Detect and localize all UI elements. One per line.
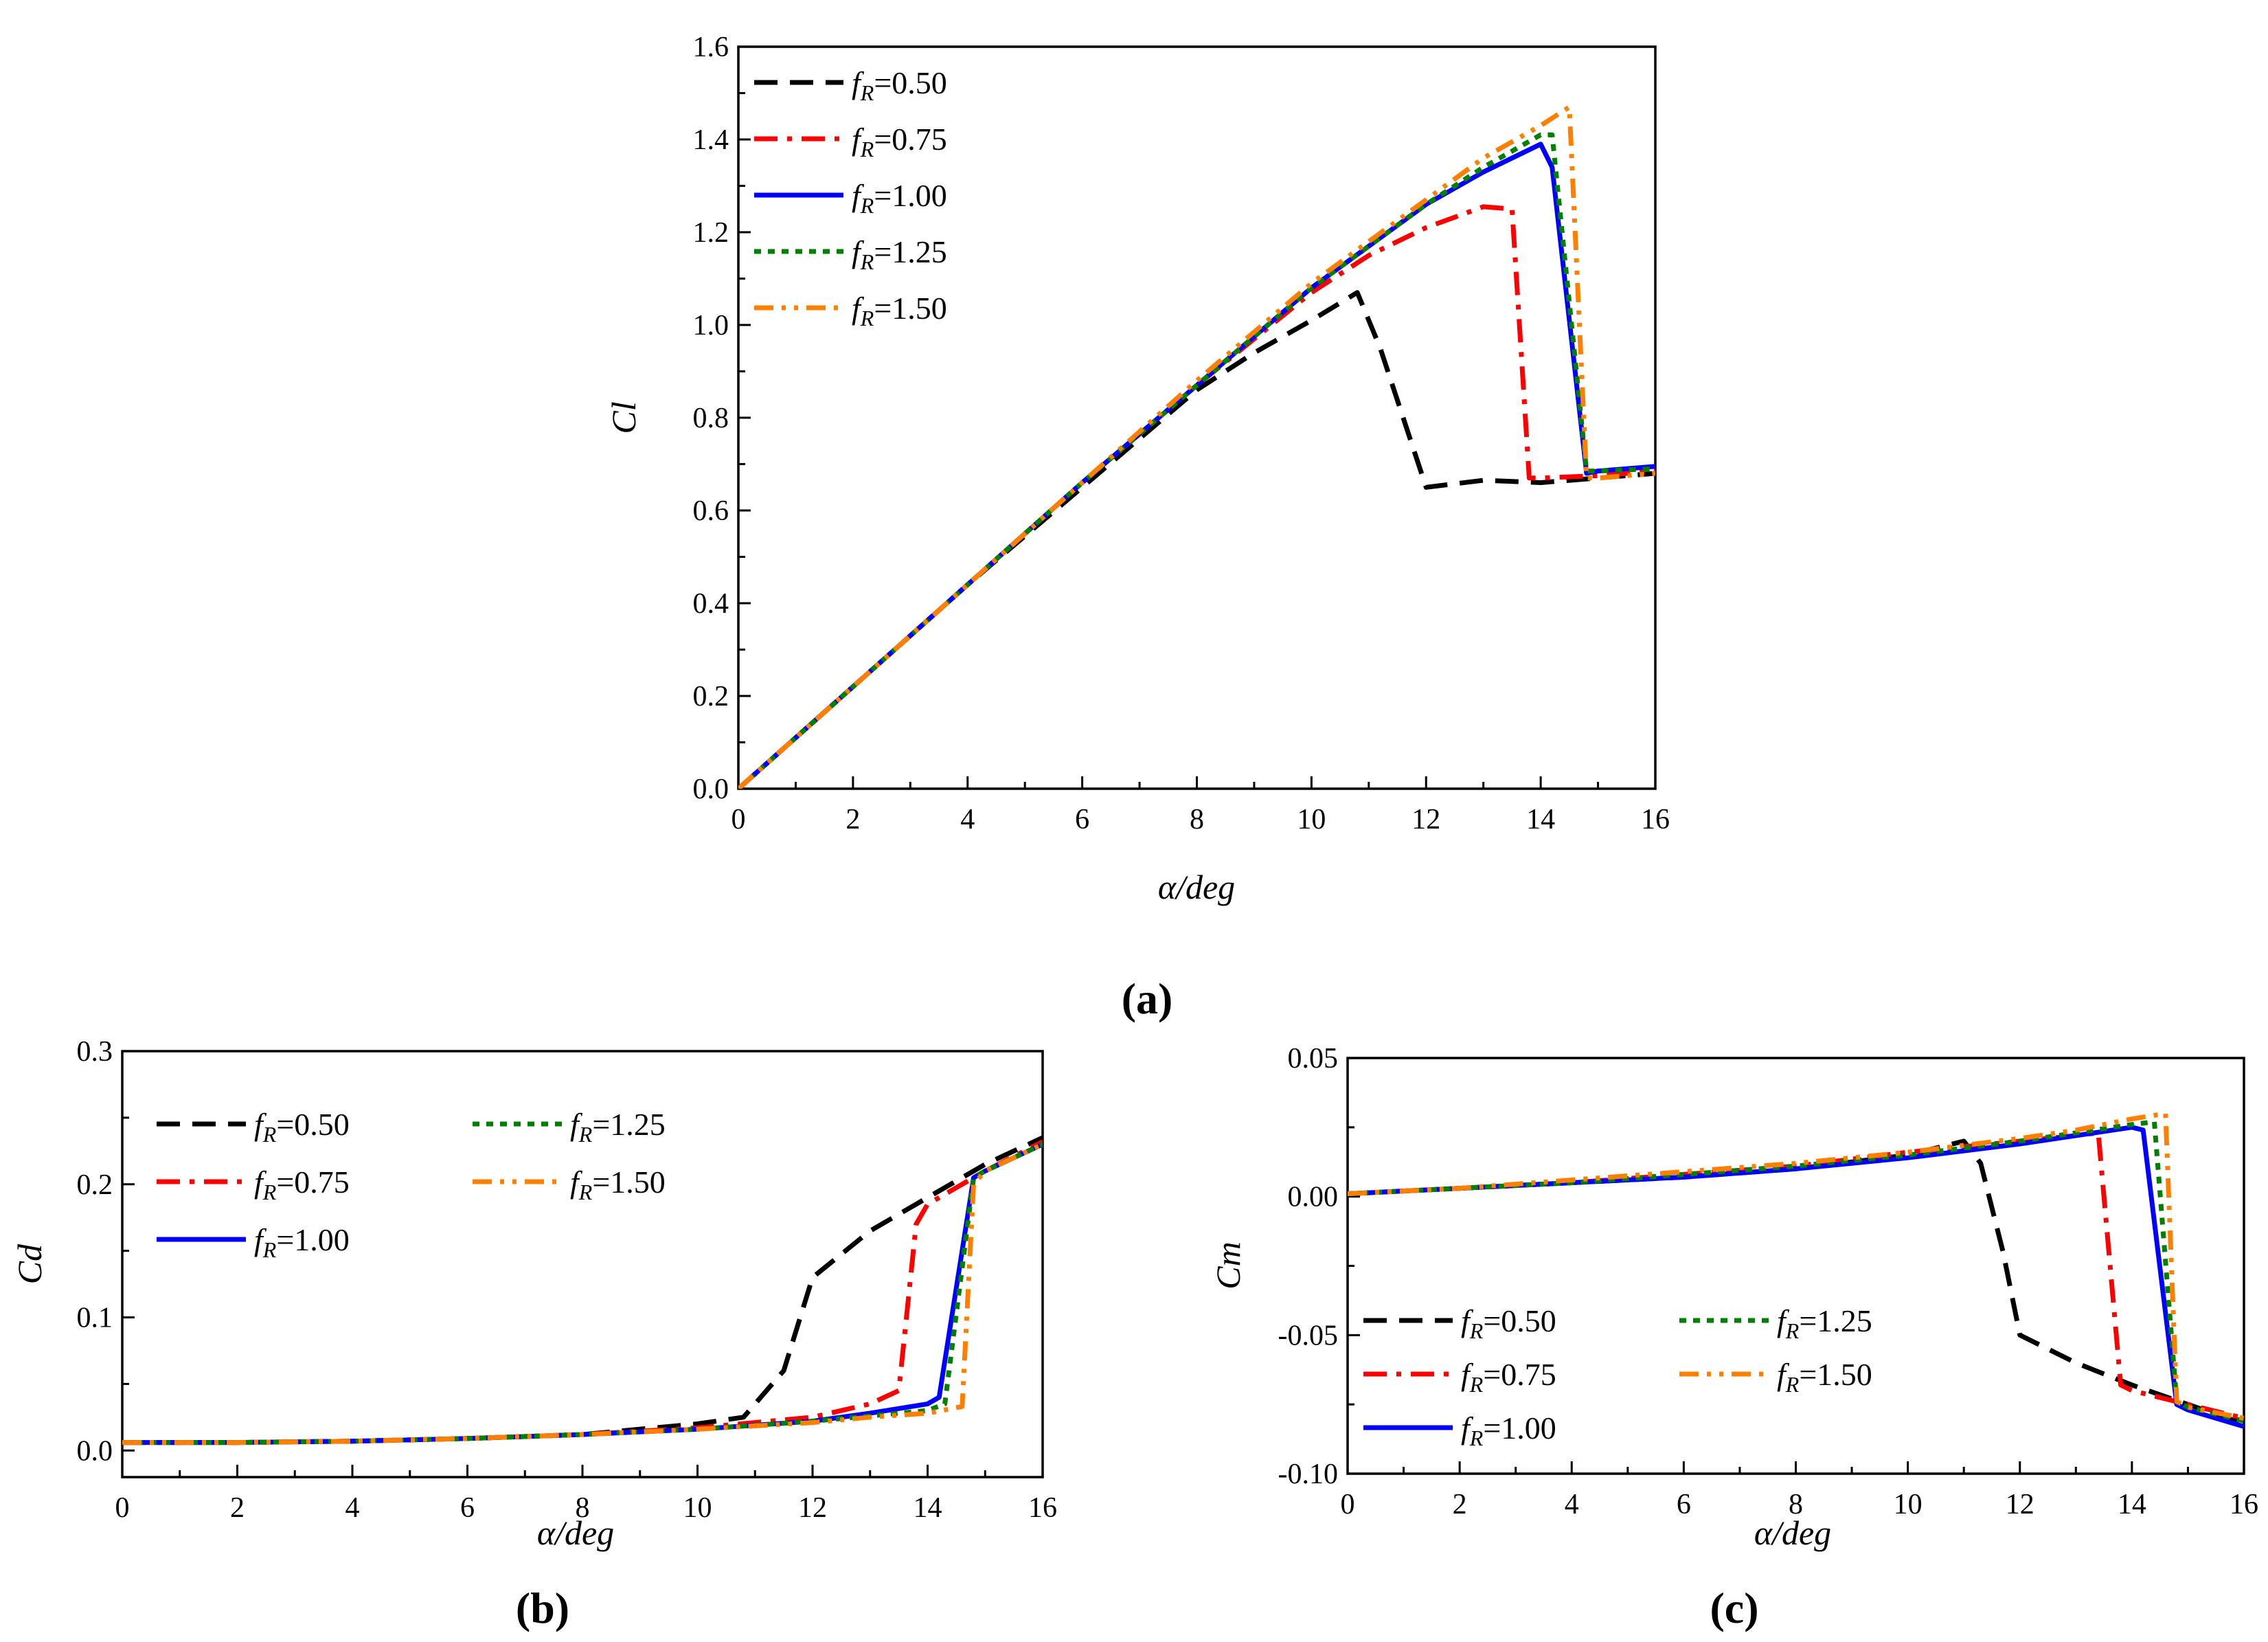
panel-a-series-1-25 <box>738 132 1655 789</box>
panel-a-label: (a) <box>1122 974 1173 1023</box>
legend-label: fR=0.50 <box>1461 1303 1556 1343</box>
panel-b-x-tick-label: 16 <box>1028 1492 1057 1524</box>
panel-b-series-1-50 <box>122 1142 1043 1446</box>
panel-b-ticks: 0 2 4 6 8 10 12 14 16 0.0 0.1 0.2 0.3 <box>77 1036 1058 1524</box>
panel-a-ticks: 0 2 4 6 8 10 12 14 16 0.0 0.2 0.4 0.6 0.8 1.0 1.2 1.4 1.6 <box>693 32 1670 835</box>
panel-b-x-tick-label: 8 <box>576 1492 590 1524</box>
panel-b-x-tick-label: 4 <box>345 1492 360 1524</box>
panel-c-x-axis-title: α/deg <box>1754 1514 1831 1552</box>
panel-a-y-tick-label: 0.4 <box>693 588 729 620</box>
panel-a-x-tick-label: 8 <box>1190 804 1204 835</box>
panel-a-y-tick-label: 1.6 <box>693 32 729 63</box>
panel-c-x-tick-label: 8 <box>1789 1489 1803 1520</box>
panel-a-x-tick-label: 14 <box>1526 804 1555 835</box>
panel-a-series-1-50 <box>738 104 1655 789</box>
panel-a-cl-chart: 0 2 4 6 8 10 12 14 16 0.0 0.2 0.4 0.6 0.8 1.0 1.2 1.4 1.6… <box>604 32 1670 1023</box>
panel-c-x-tick-label: 12 <box>2006 1489 2034 1520</box>
panel-b-label: (b) <box>516 1584 569 1632</box>
panel-a-y-tick-label: 0.8 <box>693 403 729 434</box>
panel-c-y-tick-label: -0.05 <box>1278 1320 1339 1351</box>
panel-c-y-tick-label: -0.10 <box>1278 1459 1339 1490</box>
panel-c-x-tick-label: 10 <box>1894 1489 1923 1520</box>
panel-a-x-tick-label: 6 <box>1075 804 1089 835</box>
panel-b-x-tick-label: 6 <box>460 1492 475 1524</box>
panel-a-y-tick-label: 1.0 <box>693 310 729 341</box>
panel-a-x-tick-label: 16 <box>1641 804 1670 835</box>
panel-c-x-tick-label: 4 <box>1565 1489 1579 1520</box>
panel-c-x-tick-label: 14 <box>2118 1489 2146 1520</box>
panel-c-series-1-50 <box>1348 1111 2244 1421</box>
panel-a-x-tick-label: 12 <box>1411 804 1440 835</box>
panel-b-x-tick-label: 10 <box>683 1492 712 1524</box>
panel-b-x-tick-label: 12 <box>798 1492 827 1524</box>
panel-a-y-tick-label: 1.2 <box>693 217 729 249</box>
panel-b-y-tick-label: 0.3 <box>77 1036 113 1068</box>
panel-a-x-tick-label: 10 <box>1297 804 1326 835</box>
panel-c-cm-chart: 0 2 4 6 8 10 12 14 16 -0.10 -0.05 0.00 0.05 fR=0.50 f… <box>1209 1043 2258 1632</box>
panel-b-y-tick-label: 0.1 <box>77 1303 113 1334</box>
panel-c-y-tick-label: 0.05 <box>1288 1043 1339 1075</box>
panel-b-x-axis-title: α/deg <box>537 1514 614 1552</box>
panel-c-x-tick-label: 0 <box>1341 1489 1355 1520</box>
panel-a-y-tick-label: 0.0 <box>693 774 729 805</box>
legend-label: fR=1.50 <box>1777 1357 1872 1397</box>
panel-c-y-tick-label: 0.00 <box>1288 1182 1339 1213</box>
panel-b-x-tick-label: 14 <box>914 1492 942 1524</box>
panel-b-y-axis-title: Cd <box>10 1244 49 1284</box>
panel-a-x-tick-label: 4 <box>960 804 975 835</box>
panel-c-label: (c) <box>1710 1584 1758 1632</box>
panel-a-series-layer <box>738 104 1655 789</box>
panel-c-x-tick-label: 2 <box>1453 1489 1467 1520</box>
legend-label: fR=1.25 <box>570 1107 666 1147</box>
panel-a-y-tick-label: 0.6 <box>693 495 729 527</box>
panel-b-y-tick-label: 0.0 <box>77 1435 113 1467</box>
legend-label: fR=1.50 <box>852 291 947 330</box>
panel-c-x-tick-label: 6 <box>1677 1489 1691 1520</box>
legend-label: fR=0.75 <box>254 1165 350 1204</box>
panel-a-y-axis-title: Cl <box>604 401 643 434</box>
legend-label: fR=1.00 <box>852 178 947 218</box>
panel-b-y-tick-label: 0.2 <box>77 1169 113 1201</box>
panel-a-x-tick-label: 2 <box>846 804 860 835</box>
panel-c-y-axis-title: Cm <box>1209 1241 1247 1289</box>
panel-c-x-tick-label: 16 <box>2230 1489 2258 1520</box>
panel-b-x-tick-label: 2 <box>230 1492 245 1524</box>
panel-b-series-layer <box>122 1135 1043 1446</box>
panel-a-x-axis-title: α/deg <box>1158 868 1235 906</box>
panel-a-y-tick-label: 1.4 <box>693 124 729 156</box>
panel-a-x-tick-label: 0 <box>732 804 746 835</box>
panel-a-y-tick-label: 0.2 <box>693 681 729 712</box>
panel-c-ticks: 0 2 4 6 8 10 12 14 16 -0.10 -0.05 0.00 0.05 <box>1278 1043 2259 1520</box>
panel-b-x-tick-label: 0 <box>115 1492 130 1524</box>
panel-c-series-layer <box>1348 1111 2244 1429</box>
